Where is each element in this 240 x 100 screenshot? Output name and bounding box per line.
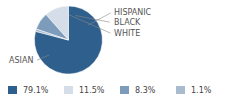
html-text:11.5%: 11.5% [79,85,105,95]
html-text:1.1%: 1.1% [191,85,212,95]
svg-text:ASIAN: ASIAN [9,56,33,65]
html-text:8.3%: 8.3% [135,85,156,95]
svg-text:BLACK: BLACK [114,18,141,27]
svg-text:HISPANIC: HISPANIC [114,8,152,17]
svg-text:WHITE: WHITE [114,29,140,38]
html-text:79.1%: 79.1% [23,85,49,95]
